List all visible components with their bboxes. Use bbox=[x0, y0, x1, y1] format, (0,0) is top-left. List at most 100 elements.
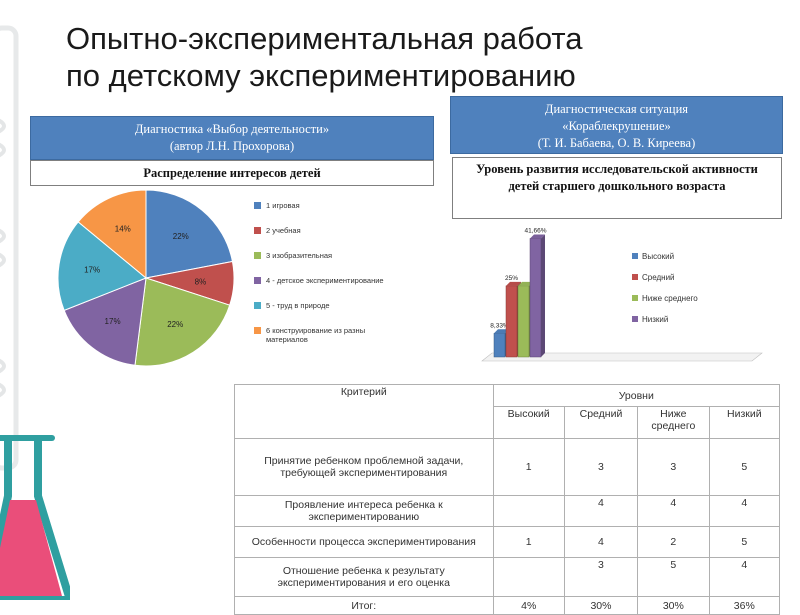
table-row: Принятие ребенком проблемной задачи, тре… bbox=[234, 438, 781, 496]
bar-chart-container: 8,33% 25% 41,66% Высокий Средний Ниже среднег… bbox=[452, 221, 782, 371]
bar-top-4 bbox=[530, 234, 545, 239]
bar-data-label: 25% bbox=[505, 275, 518, 282]
legend-label: Средний bbox=[642, 273, 675, 282]
row-criterion: Особенности процесса экспериментирования bbox=[234, 526, 494, 558]
pie-slice-3 bbox=[134, 277, 231, 367]
legend-label: Низкий bbox=[642, 315, 668, 324]
legend-swatch bbox=[254, 327, 261, 334]
row-value: 4 bbox=[708, 557, 781, 597]
row-criterion: Отношение ребенка к результату экспериме… bbox=[234, 557, 494, 597]
legend-swatch bbox=[632, 253, 638, 259]
title-line-2: по детскому экспериментированию bbox=[66, 58, 576, 93]
total-value: 4% bbox=[492, 596, 565, 615]
legend-label: 4 - детское экспериментирование bbox=[266, 276, 384, 285]
right-panel-header-line2: «Кораблекрушение» bbox=[562, 119, 671, 133]
legend-label: 2 учебная bbox=[266, 226, 301, 235]
legend-swatch bbox=[254, 227, 261, 234]
legend-swatch bbox=[254, 202, 261, 209]
pie-chart-container: 22% 8% 22% 17% 17% 14% 1 игровая 2 учебная 3 изо… bbox=[30, 188, 434, 370]
table-row: Проявление интереса ребенка к эксперимен… bbox=[234, 495, 781, 527]
bar-top-1 bbox=[494, 329, 509, 334]
title-line-1: Опытно-экспериментальная работа bbox=[66, 21, 583, 56]
pie-data-label: 17% bbox=[84, 265, 100, 274]
row-value: 4 bbox=[637, 495, 710, 527]
pie-data-label: 17% bbox=[105, 317, 121, 326]
left-panel-header: Диагностика «Выбор деятельности» (автор … bbox=[30, 116, 434, 160]
legend-label: Высокий bbox=[642, 252, 674, 261]
bar-2 bbox=[505, 285, 518, 358]
total-value: 36% bbox=[708, 596, 781, 615]
criteria-table: Критерий Уровни Высокий Средний Ниже сре… bbox=[234, 384, 781, 615]
right-panel-header-line1: Диагностическая ситуация bbox=[544, 102, 689, 116]
legend-label: Ниже среднего bbox=[642, 294, 698, 303]
pie-slice-1 bbox=[145, 189, 234, 279]
pie-data-label: 14% bbox=[115, 225, 131, 234]
row-value: 5 bbox=[637, 557, 710, 597]
row-value: 2 bbox=[637, 526, 710, 558]
bar-side-4 bbox=[541, 234, 545, 357]
pie-data-label: 22% bbox=[173, 232, 189, 241]
pie-slice-5 bbox=[57, 221, 147, 312]
level-header-low: Низкий bbox=[708, 406, 781, 439]
row-value: 3 bbox=[563, 438, 639, 496]
table-row: Отношение ребенка к результату экспериме… bbox=[234, 557, 781, 597]
right-panel-header-line3: (Т. И. Бабаева, О. В. Киреева) bbox=[537, 136, 696, 150]
right-panel-subtitle: Уровень развития исследовательской актив… bbox=[452, 157, 782, 219]
right-panel-header: Диагностическая ситуация «Кораблекрушени… bbox=[450, 96, 783, 154]
bar-top-2 bbox=[506, 281, 521, 286]
legend-swatch bbox=[254, 252, 261, 259]
left-panel-header-line2: (автор Л.Н. Прохорова) bbox=[169, 139, 295, 153]
bar-4 bbox=[529, 238, 542, 358]
level-header-below-medium: Ниже среднего bbox=[637, 406, 710, 439]
legend-swatch bbox=[632, 274, 638, 280]
row-value: 5 bbox=[708, 438, 781, 496]
beaker-icon bbox=[0, 435, 70, 600]
row-value bbox=[492, 557, 565, 597]
legend-label: 3 изобразительная bbox=[266, 251, 332, 260]
pie-slice-6 bbox=[77, 189, 147, 280]
pie-data-label: 8% bbox=[195, 277, 207, 286]
pie-data-label: 22% bbox=[167, 320, 183, 329]
table-total-row: Итог: 4% 30% 30% 36% bbox=[234, 596, 781, 615]
row-value: 1 bbox=[492, 526, 565, 558]
total-value: 30% bbox=[637, 596, 710, 615]
flask-decoration bbox=[0, 25, 70, 600]
level-header-high: Высокий bbox=[492, 406, 565, 439]
legend-label: 6 конструирование из разны материалов bbox=[266, 326, 365, 344]
row-value: 4 bbox=[563, 495, 639, 527]
bar-3 bbox=[517, 285, 530, 358]
chart-floor bbox=[481, 352, 763, 362]
row-value: 4 bbox=[563, 526, 639, 558]
page-title: Опытно-экспериментальная работа по детск… bbox=[66, 20, 766, 94]
row-criterion: Проявление интереса ребенка к эксперимен… bbox=[234, 495, 494, 527]
legend-label: 5 - труд в природе bbox=[266, 301, 330, 310]
legend-swatch bbox=[632, 316, 638, 322]
row-value: 4 bbox=[708, 495, 781, 527]
test-tube-icon bbox=[0, 25, 19, 471]
row-value: 5 bbox=[708, 526, 781, 558]
bar-top-3 bbox=[518, 281, 533, 286]
pie-chart: 22% 8% 22% 17% 17% 14% 1 игровая 2 учебная 3 изо… bbox=[57, 189, 384, 367]
left-panel-header-line1: Диагностика «Выбор деятельности» bbox=[134, 122, 330, 136]
row-value: 3 bbox=[563, 557, 639, 597]
left-panel-subtitle: Распределение интересов детей bbox=[30, 160, 434, 186]
total-value: 30% bbox=[563, 596, 639, 615]
bar-data-label: 8,33% bbox=[490, 322, 509, 329]
header-criterion: Критерий bbox=[234, 384, 494, 439]
legend-swatch bbox=[254, 277, 261, 284]
pie-slice-4 bbox=[63, 277, 147, 366]
legend-swatch bbox=[254, 302, 261, 309]
row-value: 3 bbox=[637, 438, 710, 496]
bar-data-label: 41,66% bbox=[524, 228, 546, 235]
row-value bbox=[492, 495, 565, 527]
legend-label: 1 игровая bbox=[266, 201, 300, 210]
bar-chart: 8,33% 25% 41,66% Высокий Средний Ниже среднег… bbox=[481, 228, 763, 362]
table-row: Особенности процесса экспериментирования… bbox=[234, 526, 781, 558]
header-levels: Уровни bbox=[492, 384, 781, 407]
level-header-medium: Средний bbox=[563, 406, 639, 439]
bar-1 bbox=[493, 333, 506, 358]
total-label: Итог: bbox=[234, 596, 494, 615]
row-value: 1 bbox=[492, 438, 565, 496]
legend-swatch bbox=[632, 295, 638, 301]
row-criterion: Принятие ребенком проблемной задачи, тре… bbox=[234, 438, 494, 496]
